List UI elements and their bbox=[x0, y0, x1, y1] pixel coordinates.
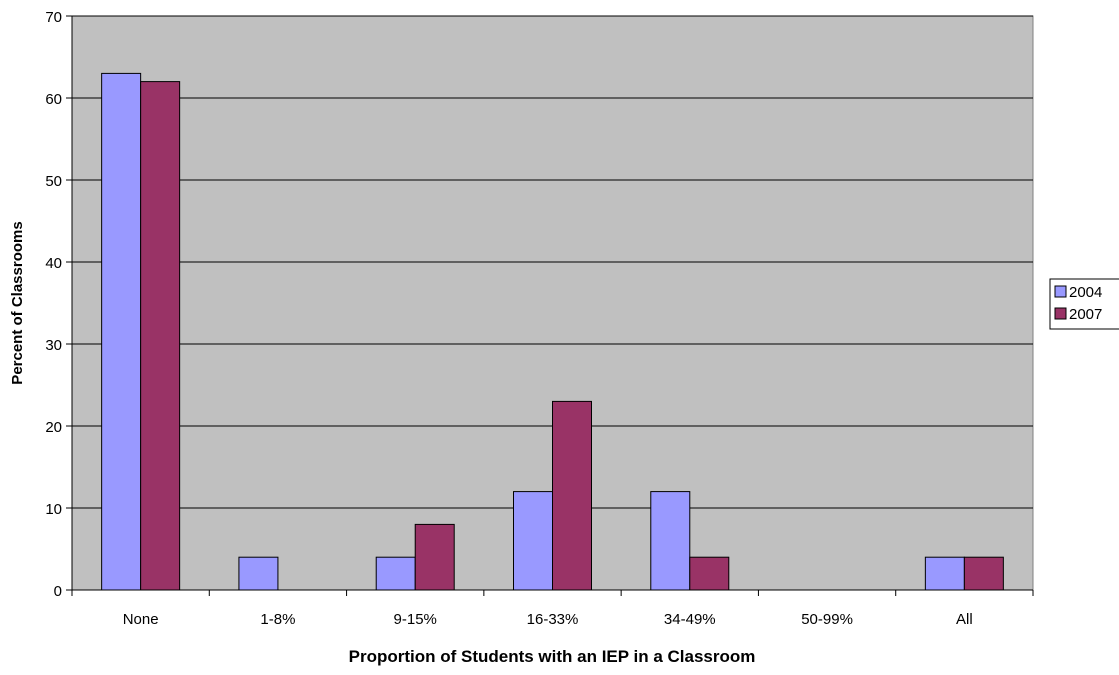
x-tick-label: 34-49% bbox=[664, 611, 716, 628]
x-axis-ticks: None 1-8% 9-15% 16-33% 34-49% 50-99% All bbox=[71, 590, 1034, 628]
bar-2004-None bbox=[101, 72, 142, 591]
y-tick-label: 0 bbox=[54, 583, 62, 600]
y-tick-label: 70 bbox=[45, 9, 62, 26]
bar-2007-None bbox=[140, 81, 181, 591]
legend-items: 2004 2007 bbox=[1054, 284, 1102, 323]
x-tick-label: All bbox=[956, 611, 973, 628]
bar-2004-16-33% bbox=[513, 491, 553, 591]
y-tick-label: 20 bbox=[45, 419, 62, 436]
bar-2007-34-49% bbox=[689, 556, 730, 591]
bar-2004-9-15% bbox=[375, 556, 416, 591]
y-tick-label: 60 bbox=[45, 91, 62, 108]
gridlines bbox=[72, 15, 1033, 509]
bar-2007-All bbox=[963, 556, 1004, 591]
bar-2004-All bbox=[924, 556, 965, 591]
bars bbox=[101, 72, 1004, 591]
y-tick-label: 50 bbox=[45, 173, 62, 190]
x-tick-label: 16-33% bbox=[527, 611, 579, 628]
y-tick-label: 40 bbox=[45, 255, 62, 272]
legend: 2004 2007 bbox=[1049, 278, 1119, 330]
y-axis-title: Percent of Classrooms bbox=[9, 221, 26, 384]
y-axis-ticks: 0 10 20 30 40 50 60 70 bbox=[45, 9, 72, 600]
legend-swatch-2004 bbox=[1054, 285, 1067, 298]
x-tick-label: None bbox=[123, 611, 159, 628]
legend-swatch-2007 bbox=[1054, 307, 1067, 320]
bar-2004-34-49% bbox=[650, 491, 691, 591]
x-tick-label: 50-99% bbox=[801, 611, 853, 628]
legend-label: 2004 bbox=[1069, 284, 1102, 301]
y-tick-label: 10 bbox=[45, 501, 62, 518]
bar-2007-9-15% bbox=[414, 523, 455, 591]
legend-label: 2007 bbox=[1069, 306, 1102, 323]
x-tick-label: 9-15% bbox=[394, 611, 437, 628]
y-tick-label: 30 bbox=[45, 337, 62, 354]
x-axis-title: Proportion of Students with an IEP in a … bbox=[349, 647, 756, 666]
bar-2007-16-33% bbox=[552, 400, 592, 591]
bar-2004-1-8% bbox=[238, 556, 279, 591]
x-tick-label: 1-8% bbox=[260, 611, 295, 628]
